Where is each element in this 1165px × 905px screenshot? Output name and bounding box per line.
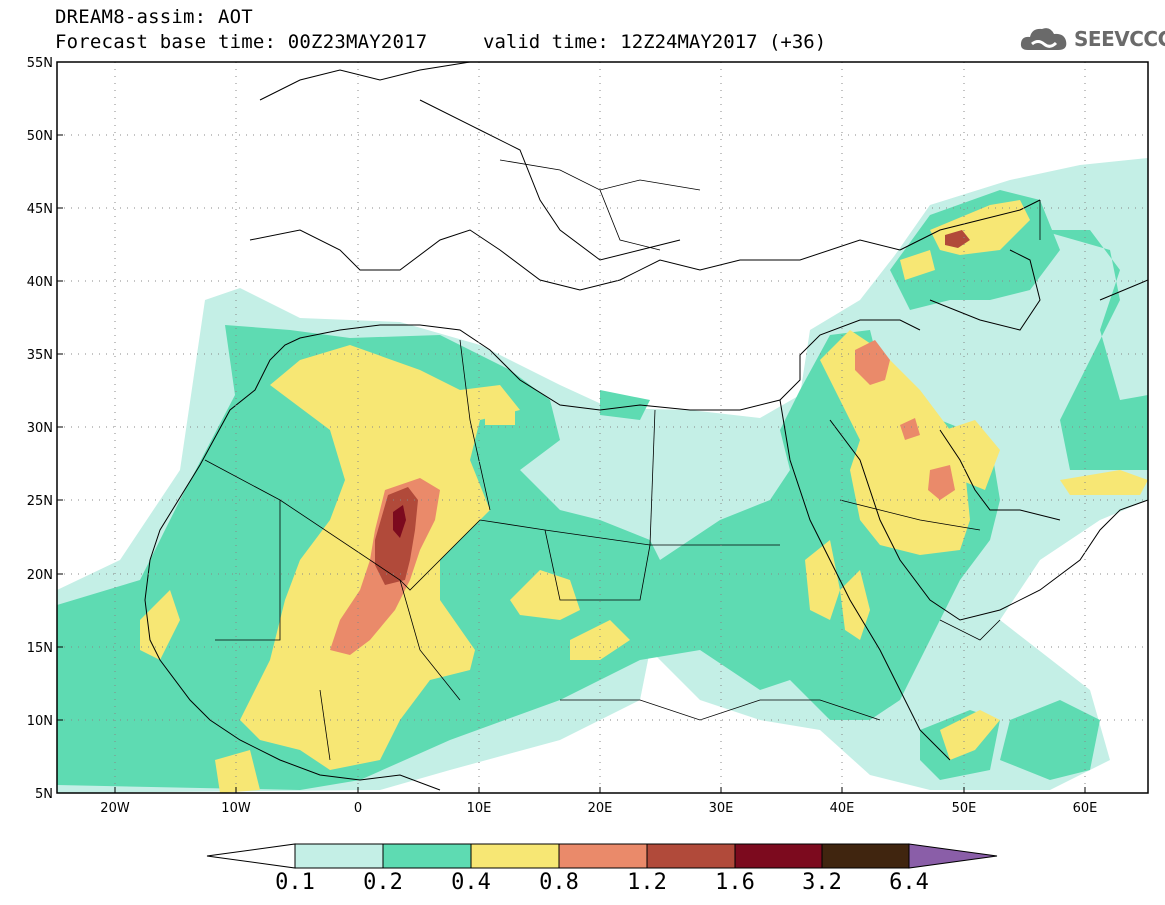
axis-ticks [57,61,1086,794]
longitude-labels: 20W 10W 0 10E 20E 30E 40E 50E 60E [100,801,1097,816]
country-borders [204,159,1041,761]
colorbar-swatch [558,843,648,869]
lat-label: 55N [27,56,53,71]
lat-label: 50N [27,129,53,144]
lat-label: 10N [27,714,53,729]
logo-text: SEEVCCC [1074,27,1165,51]
forecast-base-time: Forecast base time: 00Z23MAY2017 [55,31,428,53]
lat-label: 25N [27,494,53,509]
colorbar-label: 0.2 [363,870,403,895]
lon-label: 10W [221,801,251,816]
lon-label: 10E [467,801,492,816]
seevccc-logo: SEEVCCC [1018,22,1165,56]
colorbar-label: 3.2 [802,870,842,895]
colorbar-max-arrow [908,843,998,869]
colorbar-label: 0.4 [451,870,491,895]
colorbar-swatch [646,843,736,869]
colorbar-label: 1.2 [627,870,667,895]
colorbar-min-arrow [206,843,296,869]
colorbar-swatch [294,843,384,869]
coastlines [144,62,1148,791]
lat-label: 35N [27,348,53,363]
colorbar-label: 1.6 [715,870,755,895]
colorbar-label: 6.4 [889,870,929,895]
map-title: DREAM8-assim: AOT [55,6,253,28]
colorbar-label: 0.8 [539,870,579,895]
colorbar-swatch [821,843,910,869]
valid-time: valid time: 12Z24MAY2017 (+36) [483,31,827,53]
aot-shading [57,158,1148,793]
colorbar [206,843,998,869]
lon-label: 0 [354,801,362,816]
colorbar-swatch [734,843,823,869]
lat-label: 30N [27,421,53,436]
lon-label: 20E [588,801,613,816]
colorbar-label: 0.1 [275,870,315,895]
colorbar-swatch [382,843,472,869]
lon-label: 30E [709,801,734,816]
lat-label: 5N [35,787,53,802]
colorbar-swatch [470,843,560,869]
lat-label: 15N [27,641,53,656]
cloud-icon [1020,28,1067,50]
aot-band-1.6-3.2 [393,505,406,538]
aot-band-1.2-1.6 [375,230,970,585]
lon-label: 20W [100,801,130,816]
lat-label: 20N [27,568,53,583]
lon-label: 50E [952,801,977,816]
latitude-labels: 55N 50N 45N 40N 35N 30N 25N 20N 15N 10N … [27,56,53,802]
lon-label: 40E [830,801,855,816]
lat-label: 40N [27,275,53,290]
lon-label: 60E [1073,801,1098,816]
lat-label: 45N [27,202,53,217]
gridlines [57,62,1148,793]
